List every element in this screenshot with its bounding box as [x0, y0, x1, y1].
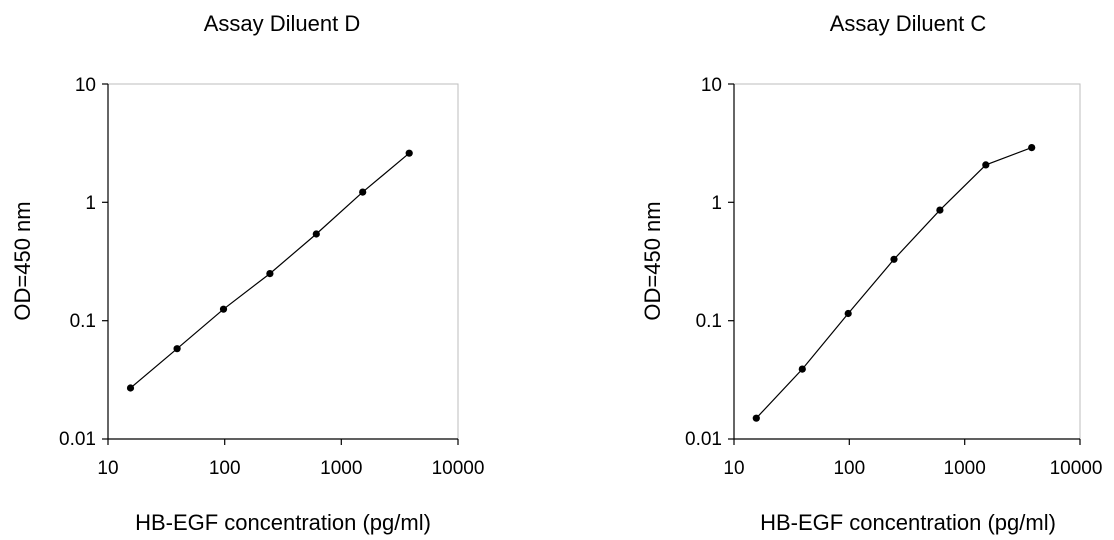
x-axis-label: HB-EGF concentration (pg/ml) [760, 510, 1056, 535]
x-tick-label: 1000 [320, 458, 362, 479]
y-axis-label: OD=450 nm [10, 201, 35, 320]
y-tick-label: 10 [701, 75, 722, 96]
x-tick-label: 10000 [1050, 458, 1103, 479]
chart-panel-diluent-d: Assay Diluent D 0.01 0.1 1 10 10 100 100… [10, 11, 484, 535]
series-layer [126, 149, 413, 392]
y-tick-label: 0.01 [59, 429, 96, 450]
series-line [755, 147, 1032, 419]
x-tick-label: 10000 [432, 458, 485, 479]
chart-title: Assay Diluent C [830, 11, 987, 36]
x-tick-label: 10 [723, 458, 744, 479]
y-tick-label: 1 [711, 193, 722, 214]
data-point [126, 384, 135, 392]
data-point [1028, 144, 1036, 152]
data-point [890, 255, 898, 263]
y-tick-label: 0.1 [696, 311, 722, 332]
data-point [798, 365, 806, 373]
y-axis-label: OD=450 nm [640, 201, 665, 320]
data-point [844, 309, 852, 318]
x-tick-label: 100 [209, 458, 241, 479]
x-tick-label: 10 [97, 458, 118, 479]
data-point [752, 414, 760, 422]
y-tick-label: 0.1 [70, 311, 96, 332]
x-tick-label: 1000 [944, 458, 986, 479]
y-tick-label: 10 [75, 75, 96, 96]
data-point [982, 161, 990, 169]
data-point [173, 345, 181, 353]
y-tick-label: 0.01 [685, 429, 722, 450]
data-point [312, 230, 320, 238]
data-point [359, 188, 367, 196]
chart-title: Assay Diluent D [204, 11, 361, 36]
data-point [936, 206, 944, 214]
data-point [219, 305, 228, 313]
data-point [405, 149, 413, 157]
y-tick-label: 1 [85, 193, 96, 214]
chart-panel-diluent-c: Assay Diluent C 0.01 0.1 1 10 10 100 100… [640, 11, 1102, 535]
data-point [266, 270, 274, 278]
plot-frame-light [107, 83, 459, 440]
series-layer [752, 144, 1036, 422]
x-tick-label: 100 [833, 458, 865, 479]
x-axis-label: HB-EGF concentration (pg/ml) [135, 510, 431, 535]
